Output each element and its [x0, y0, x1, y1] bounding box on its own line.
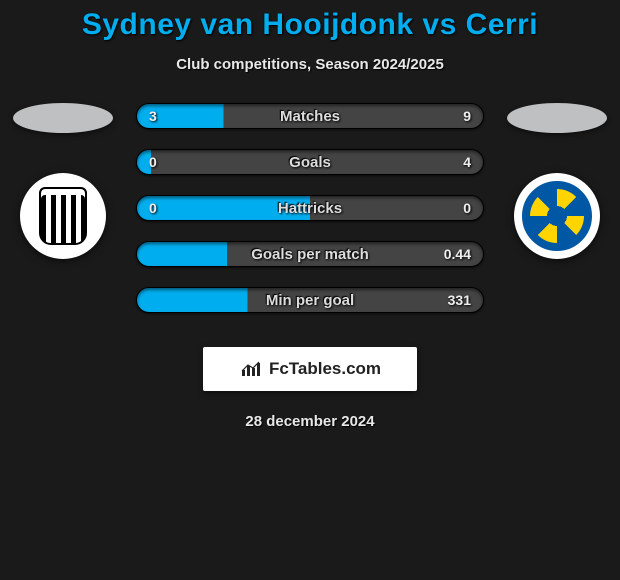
- stat-right-value: 9: [463, 108, 471, 124]
- left-player-column: [8, 103, 118, 259]
- stat-left-value: 3: [149, 108, 157, 124]
- stat-label: Matches: [280, 108, 340, 125]
- stat-label: Hattricks: [278, 200, 342, 217]
- stat-label: Goals: [289, 154, 331, 171]
- stat-right-value: 0.44: [444, 246, 471, 262]
- right-player-avatar: [507, 103, 607, 133]
- brand-text: FcTables.com: [269, 359, 381, 379]
- stat-right-value: 331: [448, 292, 471, 308]
- stat-bars: 3 Matches 9 0 Goals 4 0 Hattricks 0 Goals per mat…: [118, 103, 502, 333]
- stat-left-value: 0: [149, 154, 157, 170]
- right-club-flower-icon: [522, 181, 592, 251]
- stat-label: Goals per match: [251, 246, 369, 263]
- comparison-card: Sydney van Hooijdonk vs Cerri Club compe…: [0, 0, 620, 430]
- right-player-column: [502, 103, 612, 259]
- page-title: Sydney van Hooijdonk vs Cerri: [0, 8, 620, 42]
- left-club-badge: [20, 173, 106, 259]
- chart-icon: [239, 361, 263, 377]
- stat-right-value: 0: [463, 200, 471, 216]
- brand-badge[interactable]: FcTables.com: [203, 347, 417, 391]
- stat-right-value: 4: [463, 154, 471, 170]
- body-row: 3 Matches 9 0 Goals 4 0 Hattricks 0 Goals per mat…: [0, 103, 620, 333]
- stat-row-goals: 0 Goals 4: [136, 149, 484, 175]
- date-label: 28 december 2024: [0, 413, 620, 430]
- left-club-shield-icon: [39, 187, 87, 245]
- stat-row-hattricks: 0 Hattricks 0: [136, 195, 484, 221]
- stat-row-goals-per-match: Goals per match 0.44: [136, 241, 484, 267]
- subtitle: Club competitions, Season 2024/2025: [0, 56, 620, 73]
- left-player-avatar: [13, 103, 113, 133]
- stat-left-value: 0: [149, 200, 157, 216]
- stat-row-min-per-goal: Min per goal 331: [136, 287, 484, 313]
- right-club-badge: [514, 173, 600, 259]
- stat-row-matches: 3 Matches 9: [136, 103, 484, 129]
- stat-label: Min per goal: [266, 292, 354, 309]
